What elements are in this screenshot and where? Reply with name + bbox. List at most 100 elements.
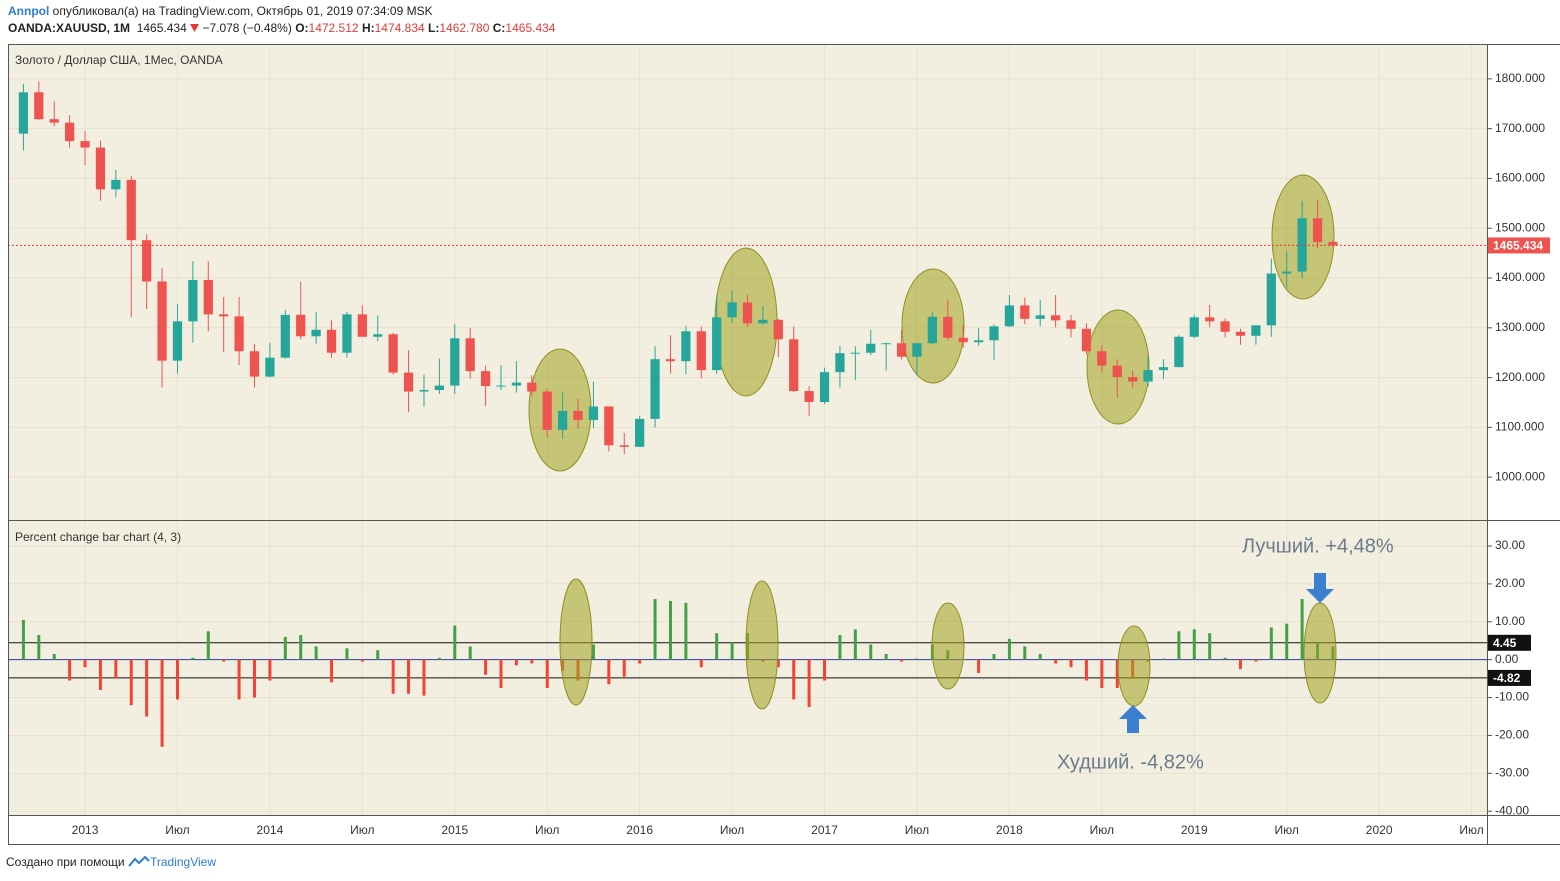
- bar: [37, 635, 41, 660]
- candle-body: [681, 331, 691, 362]
- candle-body: [1051, 315, 1061, 321]
- x-tick-label: Июл: [905, 823, 929, 837]
- x-tick-label: 2020: [1366, 823, 1393, 837]
- bar: [730, 642, 734, 660]
- candle-body: [881, 343, 891, 345]
- axis-labels: 2013 Июл 2014 Июл 2015 Июл 2016 Июл 2017 Июл 2018 И…: [72, 71, 1550, 837]
- highlight-ellipse: [1117, 625, 1151, 707]
- x-tick-label: 2014: [257, 823, 284, 837]
- candle-body: [558, 410, 568, 430]
- footer-brand[interactable]: TradingView: [149, 855, 217, 869]
- candle-body: [18, 92, 29, 134]
- bar: [1100, 659, 1104, 689]
- bar: [1115, 659, 1119, 689]
- candle-body: [850, 352, 860, 354]
- bar: [299, 635, 303, 660]
- candle-body: [727, 302, 737, 318]
- chart: Лучший. +4,48% Худший. -4,82% Золото / Д…: [8, 44, 1560, 845]
- bar: [1161, 658, 1165, 660]
- candle-body: [34, 92, 44, 120]
- candle-body: [943, 316, 953, 338]
- bar: [915, 658, 919, 660]
- bar: [1177, 631, 1181, 660]
- last: 1465.434: [136, 21, 187, 35]
- y-tick-label: 1700.000: [1495, 121, 1545, 135]
- y-tick-label: -10.00: [1495, 690, 1529, 704]
- candle-body: [1251, 325, 1261, 336]
- candle-body: [1266, 273, 1276, 326]
- y-tick-label: 20.00: [1495, 576, 1525, 590]
- open: 1472.512: [308, 21, 359, 35]
- candle-body: [111, 179, 121, 190]
- bar: [499, 659, 503, 689]
- bar: [684, 602, 688, 660]
- candle-body: [126, 179, 136, 241]
- candle-body: [480, 371, 491, 387]
- symbol: OANDA:XAUUSD, 1M: [8, 21, 131, 35]
- bar: [992, 653, 996, 660]
- candle-body: [1205, 317, 1215, 322]
- candle-body: [758, 319, 768, 324]
- main-pane-title: Золото / Доллар США, 1Мес, OANDA: [15, 53, 223, 67]
- bar: [376, 650, 380, 660]
- candle-body: [280, 314, 290, 358]
- highlight-ellipse: [745, 580, 779, 710]
- bar: [853, 629, 857, 660]
- x-tick-label: Июл: [1459, 823, 1483, 837]
- bar: [977, 659, 981, 673]
- last-price-box: [1488, 237, 1550, 254]
- x-tick-label: Июл: [535, 823, 559, 837]
- bar: [191, 657, 195, 660]
- x-tick-label: 2018: [996, 823, 1023, 837]
- annotations: Лучший. +4,48% Худший. -4,82%: [559, 535, 1394, 773]
- bar: [1208, 633, 1212, 660]
- close-label: C:: [492, 21, 506, 35]
- highlight-ellipse: [1303, 602, 1337, 704]
- candle-body: [1282, 271, 1292, 274]
- bar: [869, 644, 873, 660]
- candle-body: [604, 406, 614, 446]
- candle-body: [989, 326, 999, 341]
- author[interactable]: Annpol: [8, 4, 50, 18]
- bar: [98, 659, 102, 690]
- bar: [807, 659, 811, 708]
- candle-body: [1143, 370, 1153, 382]
- candle-body: [434, 385, 444, 391]
- bar: [514, 659, 518, 666]
- y-tick-label: 10.00: [1495, 614, 1525, 628]
- low-label: L:: [428, 21, 440, 35]
- candle-body: [265, 357, 275, 377]
- x-tick-label: 2017: [811, 823, 838, 837]
- candle-body: [1066, 320, 1076, 329]
- arrow-up: [1119, 705, 1147, 733]
- candle-body: [403, 372, 414, 392]
- candle-body: [773, 319, 783, 340]
- bar: [145, 659, 149, 717]
- candle-body: [419, 390, 429, 392]
- last-price-label: 1465.434: [1493, 239, 1543, 253]
- bar: [237, 659, 241, 700]
- bar: [391, 659, 395, 694]
- bar: [1038, 653, 1042, 660]
- candle-body: [249, 351, 260, 377]
- candle-body: [95, 147, 106, 190]
- candle-body: [1004, 305, 1015, 327]
- candle-body: [234, 316, 244, 352]
- bar: [776, 659, 780, 668]
- y-tick-label: 0.00: [1495, 652, 1519, 666]
- high-label: H:: [361, 21, 375, 35]
- bar: [900, 659, 904, 662]
- candle-body: [619, 445, 629, 447]
- candle-body: [373, 334, 383, 337]
- bar: [206, 631, 210, 660]
- bar: [1254, 659, 1258, 662]
- publish-line: Annpol опубликовал(а) на TradingView.com…: [8, 4, 433, 18]
- bar: [129, 659, 133, 706]
- candle-body: [696, 331, 706, 371]
- candle-body: [65, 122, 75, 142]
- y-tick-label: 1800.000: [1495, 71, 1545, 85]
- candle-body: [789, 339, 799, 392]
- level-box: [1488, 669, 1531, 686]
- y-tick-label: 1300.000: [1495, 320, 1545, 334]
